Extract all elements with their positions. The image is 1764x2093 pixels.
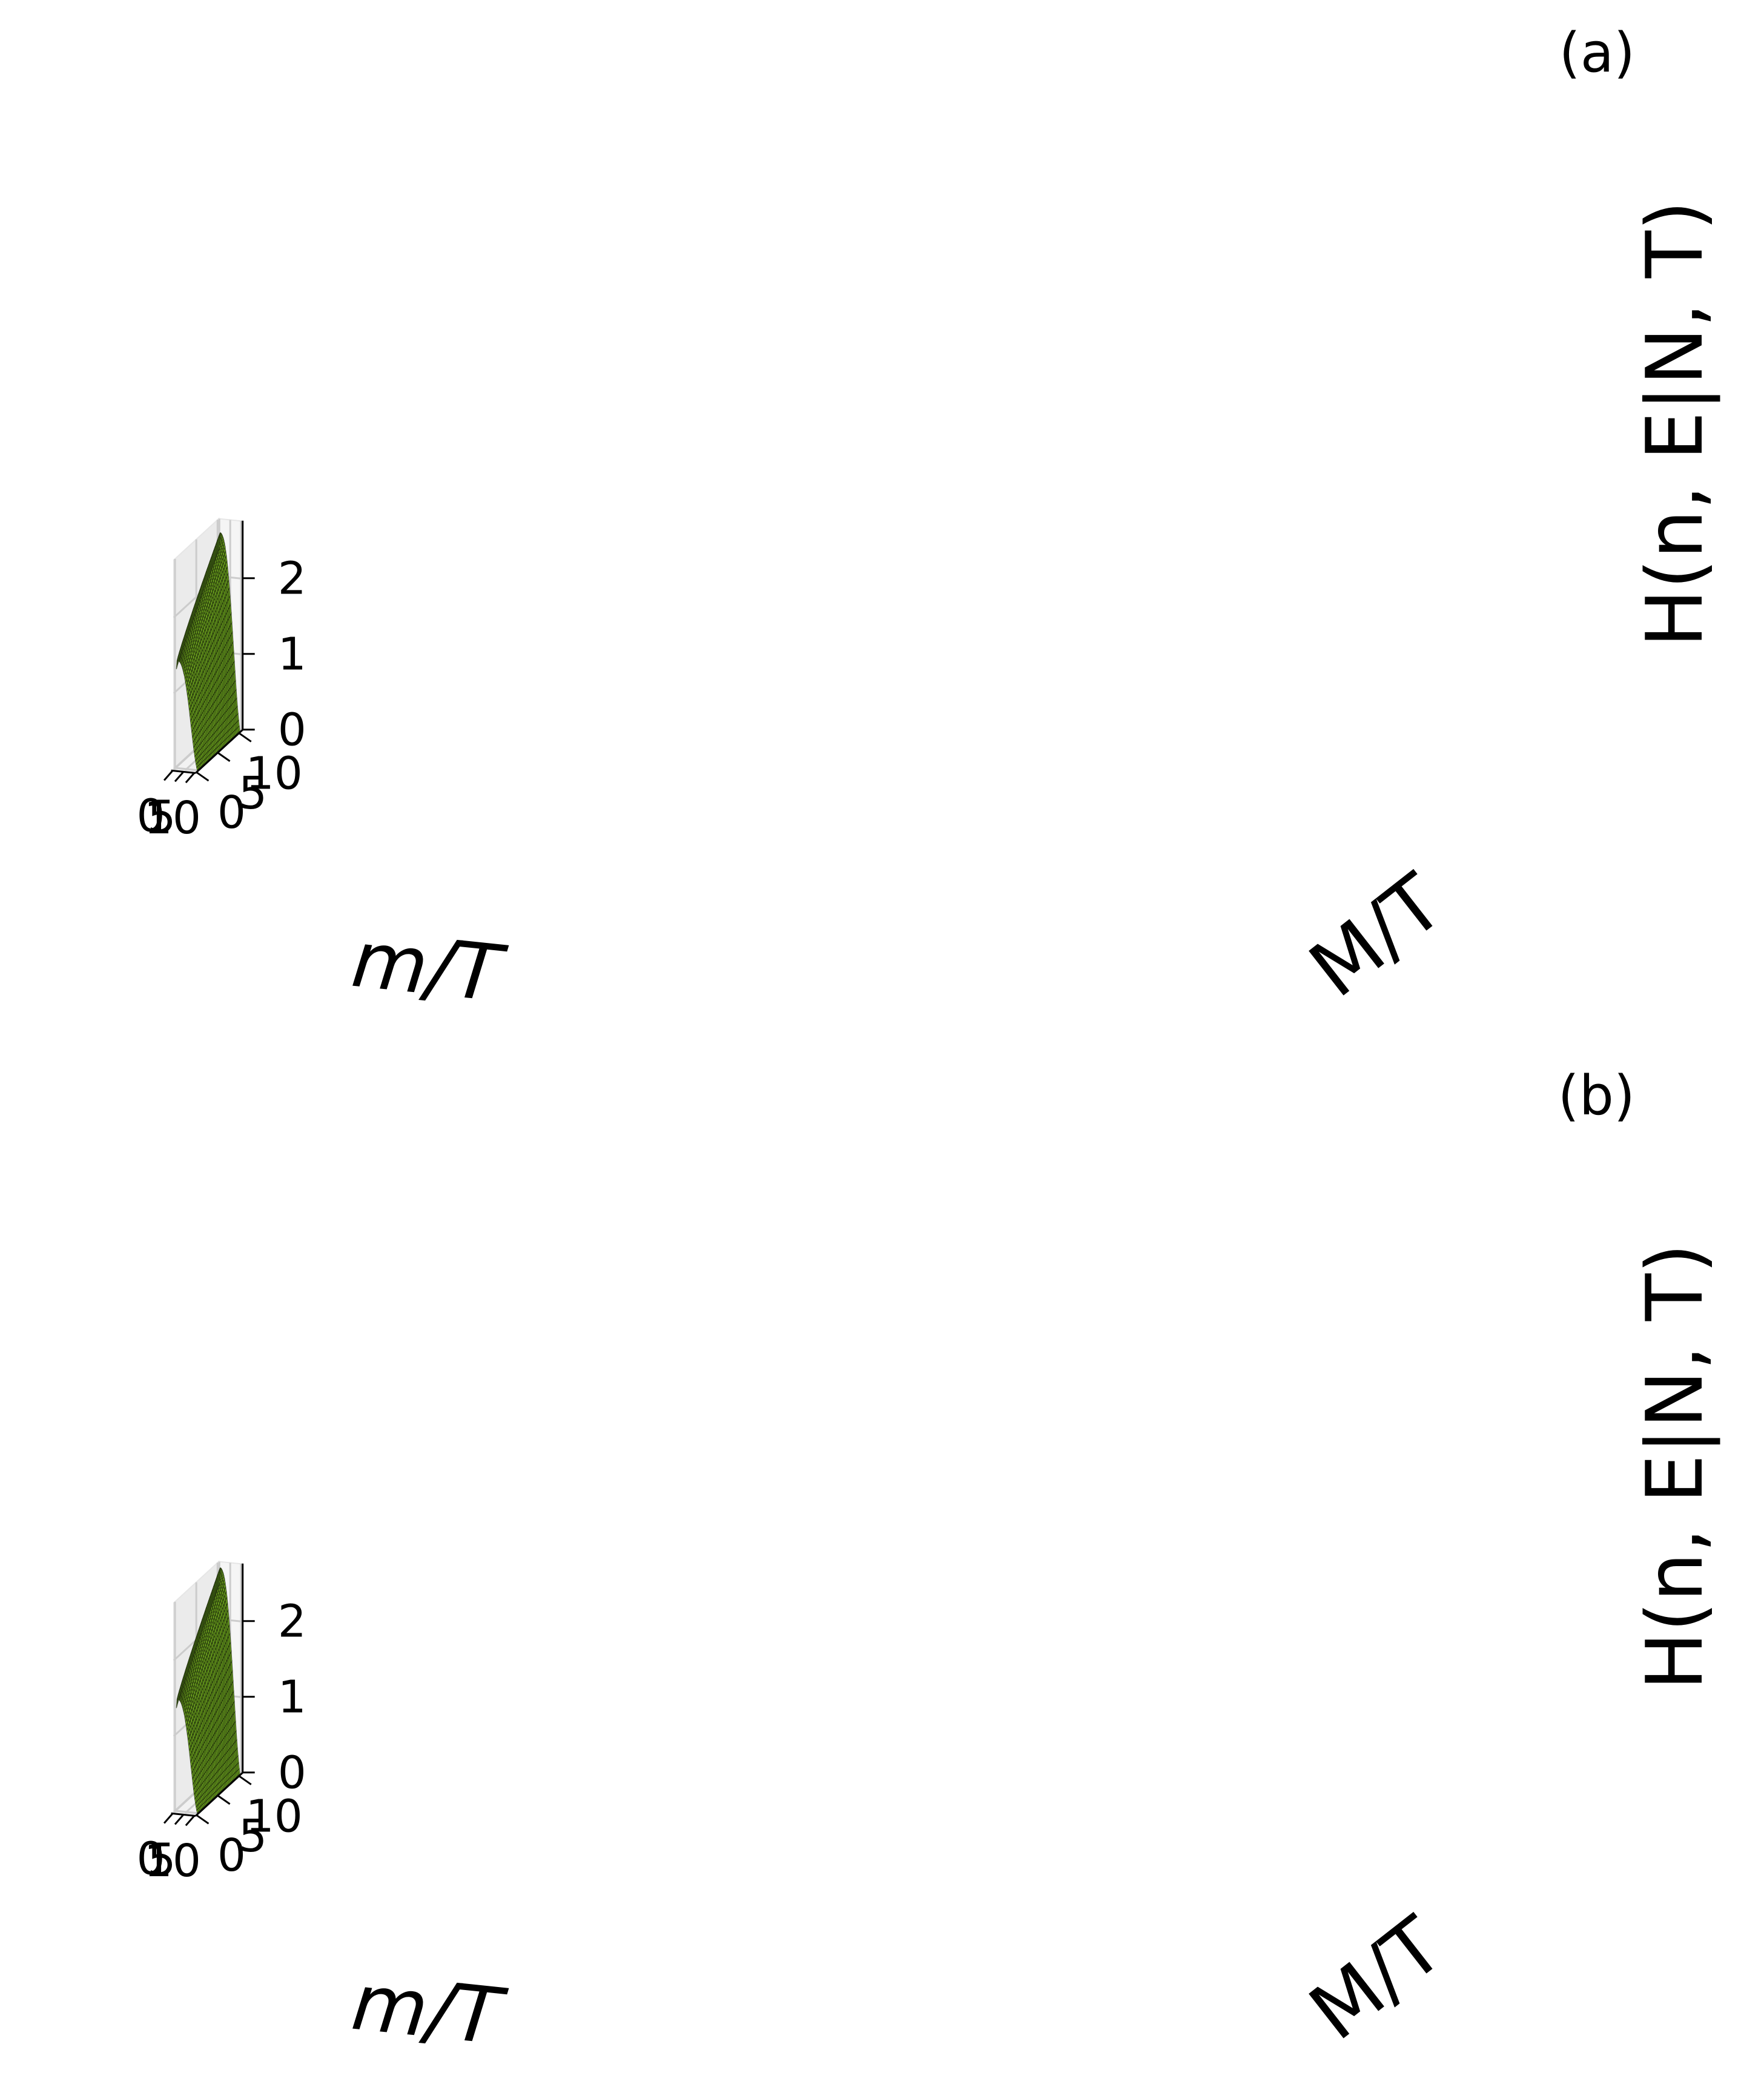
y-tick-label: 10 [246, 1791, 303, 1843]
panel-label: (a) [1559, 21, 1635, 85]
y-tick-mark [196, 771, 210, 782]
z-axis-label: H(n, E|N, T) [1630, 1243, 1720, 1690]
y-axis-line [195, 729, 244, 774]
y-tick-mark [196, 1814, 210, 1825]
z-tick-label: 2 [278, 1596, 306, 1648]
z-tick-label: 0 [278, 704, 306, 756]
surface-patch [217, 534, 220, 553]
x-tick-label: 0 [137, 790, 165, 842]
y-tick-label: 5 [239, 1810, 267, 1862]
x-tick-mark [174, 1814, 185, 1825]
x-tick-mark [185, 1815, 196, 1827]
y-tick-mark [238, 732, 252, 742]
z-tick-label: 1 [278, 629, 306, 681]
y-axis-label: M/T [1293, 1900, 1460, 2058]
x-tick-label: 10 [144, 792, 201, 844]
x-tick-label: 5 [147, 1834, 176, 1886]
y-tick-label: 0 [217, 1830, 246, 1882]
x-tick-mark [163, 1813, 174, 1824]
panel-label: (b) [1558, 1064, 1635, 1128]
y-tick-mark [217, 752, 231, 762]
x-tick-label: 0 [137, 1833, 165, 1885]
x-tick-mark [163, 770, 174, 781]
z-tick-label: 2 [278, 553, 306, 605]
x-tick-label: 5 [147, 791, 176, 843]
x-axis-label: m/T [348, 1957, 510, 2063]
y-axis-label: M/T [1293, 857, 1460, 1015]
z-tick-label: 1 [278, 1671, 306, 1724]
x-axis-label: m/T [348, 914, 510, 1020]
surface-patch [217, 1569, 220, 1589]
y-tick-label: 10 [246, 748, 303, 800]
y-tick-label: 0 [217, 787, 246, 839]
x-tick-label: 10 [144, 1835, 201, 1887]
y-tick-mark [238, 1775, 252, 1785]
x-tick-mark [185, 772, 196, 784]
y-tick-label: 5 [239, 767, 267, 819]
y-tick-mark [217, 1794, 231, 1805]
z-axis-label: H(n, E|N, T) [1630, 200, 1720, 647]
z-tick-label: 0 [278, 1747, 306, 1799]
y-axis-line [195, 1771, 244, 1817]
x-tick-mark [174, 771, 185, 782]
